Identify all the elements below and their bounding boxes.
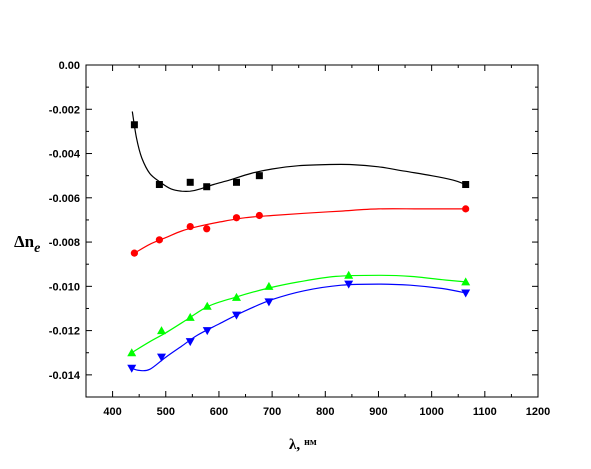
x-tick-label: 1200 bbox=[526, 406, 550, 418]
series-1-point bbox=[186, 178, 194, 186]
series-4-point bbox=[461, 289, 471, 298]
y-tick-label: -0.014 bbox=[49, 370, 81, 382]
series-1-point bbox=[462, 181, 470, 189]
series-4-point bbox=[344, 280, 354, 289]
y-tick-label: -0.010 bbox=[49, 281, 80, 293]
series-4-point bbox=[127, 364, 137, 373]
x-tick-label: 1000 bbox=[419, 406, 443, 418]
series-1-point bbox=[130, 121, 138, 129]
series-3-point bbox=[127, 348, 137, 357]
series-4-point bbox=[157, 353, 167, 362]
x-axis-title: λ, нм bbox=[289, 437, 317, 453]
series-4-point bbox=[264, 298, 274, 307]
y-tick-label: -0.008 bbox=[49, 237, 80, 249]
series-4-point bbox=[185, 338, 195, 347]
x-tick-label: 400 bbox=[103, 406, 121, 418]
series-2-curve bbox=[134, 208, 466, 254]
y-axis-title: Δne bbox=[14, 232, 40, 256]
axes bbox=[85, 64, 539, 398]
x-tick-label: 600 bbox=[210, 406, 228, 418]
tick-labels: 400 500 600 700 800 900 1000 1100 1200 0.00 -0.002… bbox=[49, 60, 550, 418]
series-1-point bbox=[155, 181, 163, 189]
series-3-point bbox=[461, 277, 471, 286]
x-tick-label: 900 bbox=[369, 406, 387, 418]
series-2-point bbox=[462, 205, 470, 213]
series-1-point bbox=[232, 178, 240, 186]
x-axis-title-unit: нм bbox=[304, 437, 317, 448]
ticks bbox=[85, 64, 539, 398]
series-3-point bbox=[264, 281, 274, 290]
plot-frame bbox=[85, 64, 539, 398]
y-tick-label: -0.006 bbox=[49, 193, 80, 205]
series-2-point bbox=[232, 214, 241, 222]
series-1-curve bbox=[131, 111, 466, 193]
series-3-point bbox=[202, 301, 212, 310]
series-4-point bbox=[231, 311, 241, 320]
series-2-point bbox=[155, 236, 163, 244]
x-tick-label: 800 bbox=[316, 406, 334, 418]
series-3-point bbox=[344, 270, 354, 279]
series-3-point bbox=[185, 312, 195, 321]
series-4-point bbox=[202, 327, 212, 336]
series-2-point bbox=[130, 249, 138, 257]
x-tick-label: 1100 bbox=[473, 406, 497, 418]
series-4-curve bbox=[131, 283, 466, 372]
series-1-point bbox=[203, 183, 211, 191]
series-1-point bbox=[255, 172, 263, 180]
series-2-point bbox=[255, 211, 263, 220]
series-3-point bbox=[231, 292, 241, 301]
x-tick-label: 500 bbox=[157, 406, 175, 418]
series-2-point bbox=[186, 222, 194, 231]
y-tick-label: -0.002 bbox=[49, 104, 80, 116]
x-tick-label: 700 bbox=[263, 406, 281, 418]
y-tick-label: 0.00 bbox=[59, 60, 80, 72]
series-3-point bbox=[157, 326, 167, 335]
y-tick-label: -0.012 bbox=[49, 326, 80, 338]
y-axis-title-sub: e bbox=[34, 241, 40, 256]
x-axis-title-main: λ, bbox=[289, 437, 300, 453]
series-markers bbox=[127, 121, 471, 373]
y-tick-label: -0.004 bbox=[49, 149, 81, 161]
y-axis-title-main: Δn bbox=[14, 232, 35, 251]
series-2-point bbox=[203, 225, 211, 233]
